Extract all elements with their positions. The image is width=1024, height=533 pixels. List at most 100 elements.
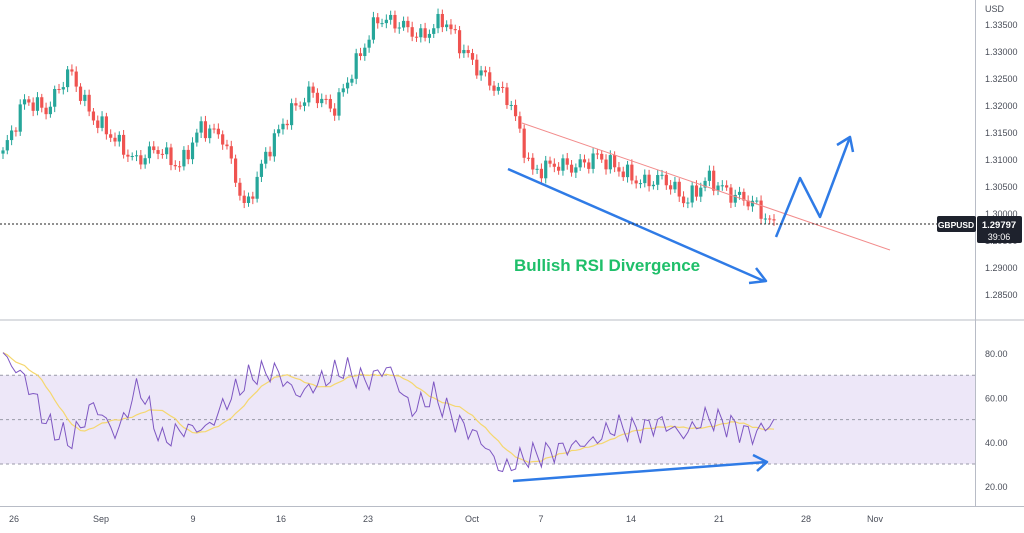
candle-body [57, 88, 61, 90]
candle-body [139, 155, 143, 165]
candle-body [74, 71, 78, 87]
candle-body [427, 33, 432, 38]
candle-body [772, 219, 776, 221]
candle-body [432, 28, 436, 34]
candle-body [173, 165, 177, 167]
rsi-line [2, 352, 775, 473]
candle-body [569, 164, 574, 173]
candle-body [595, 153, 600, 155]
candle-body [720, 185, 724, 187]
candle-body [561, 158, 565, 171]
candle-body [488, 72, 492, 86]
price-tick-label: 1.32000 [985, 101, 1018, 111]
candle-body [341, 88, 345, 93]
candle-body [268, 151, 272, 157]
price-tick-label: 1.31000 [985, 155, 1018, 165]
candle-body [337, 92, 341, 116]
candle-body [656, 175, 660, 185]
candle-body [251, 196, 255, 199]
candle-body [371, 17, 376, 40]
price-tick-label: 1.33500 [985, 20, 1018, 30]
candle-body [376, 17, 380, 24]
candle-body [436, 13, 440, 29]
time-tick-label: 21 [714, 514, 724, 524]
candle-body [466, 49, 470, 54]
candle-body [681, 196, 686, 204]
candle-body [221, 134, 225, 145]
candle-body [40, 97, 44, 108]
time-tick-label: 28 [801, 514, 811, 524]
candle-body [539, 168, 544, 179]
candle-body [281, 123, 285, 130]
support-trendline [507, 167, 765, 283]
time-tick-label: 7 [538, 514, 543, 524]
candle-body [457, 30, 462, 54]
time-tick-label: Sep [93, 514, 109, 524]
candle-body [742, 191, 746, 201]
candle-body [324, 98, 328, 100]
candle-body [333, 108, 337, 116]
candle-body [440, 13, 444, 28]
candle-body [630, 164, 634, 181]
candle-body [5, 140, 9, 151]
candle-body [582, 159, 587, 163]
price-tick-label: 1.31500 [985, 128, 1018, 138]
candle-body [389, 14, 393, 20]
candle-body [117, 134, 121, 142]
projection-arrowhead [836, 135, 855, 153]
candle-body [501, 86, 505, 88]
candle-body [423, 28, 427, 38]
candle-body [643, 174, 647, 184]
candle-body [591, 153, 595, 169]
candle-body [768, 218, 772, 220]
candle-body [83, 94, 87, 101]
candle-body [414, 36, 419, 38]
candle-body [225, 144, 229, 147]
candle-body [531, 157, 535, 170]
candle-body [677, 181, 681, 197]
candle-body [126, 154, 130, 157]
candle-body [733, 194, 737, 203]
candle-body [552, 163, 556, 167]
candle-body [122, 134, 126, 155]
candle-body [216, 128, 220, 135]
candle-countdown: 39:06 [988, 232, 1011, 242]
candle-body [350, 78, 354, 83]
candle-body [169, 147, 173, 166]
candle-body [509, 104, 513, 106]
candle-body [22, 99, 27, 105]
candle-body [328, 98, 332, 109]
candle-body [199, 121, 203, 133]
candle-body [18, 104, 22, 132]
candle-body [53, 88, 57, 107]
candle-body [165, 147, 169, 155]
candle-body [358, 53, 363, 57]
candle-body [87, 94, 91, 112]
candle-body [289, 103, 294, 126]
candle-body [208, 128, 212, 139]
candle-body [686, 202, 690, 204]
candle-body [61, 87, 65, 90]
candle-body [134, 155, 139, 157]
candle-body [759, 200, 763, 219]
candle-body [557, 166, 561, 171]
time-tick-label: 16 [276, 514, 286, 524]
candle-body [233, 158, 238, 183]
candle-body [195, 132, 199, 143]
price-tick-label: 1.28500 [985, 290, 1018, 300]
candle-body [526, 157, 531, 159]
rsi-divergence-arrowhead [752, 453, 769, 472]
candle-body [470, 53, 475, 60]
candle-body [380, 23, 384, 25]
candle-body [393, 14, 397, 29]
candle-body [625, 164, 630, 178]
candle-body [419, 28, 423, 38]
candle-body [565, 158, 569, 165]
candle-body [78, 86, 83, 101]
candle-body [14, 130, 18, 132]
candle-body [384, 19, 388, 24]
candle-body [535, 168, 539, 170]
candle-body [544, 160, 548, 179]
